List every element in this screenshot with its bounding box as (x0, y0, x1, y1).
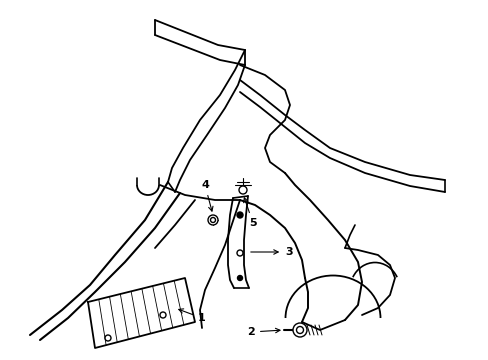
Text: 1: 1 (179, 309, 205, 323)
Circle shape (207, 215, 218, 225)
Circle shape (237, 250, 243, 256)
Circle shape (105, 335, 111, 341)
Circle shape (210, 217, 215, 222)
Circle shape (296, 327, 303, 333)
Text: 4: 4 (201, 180, 213, 211)
Text: 5: 5 (243, 198, 256, 228)
Circle shape (237, 275, 242, 280)
Text: 2: 2 (247, 327, 280, 337)
Circle shape (237, 212, 243, 218)
Circle shape (160, 312, 165, 318)
Circle shape (239, 186, 246, 194)
Circle shape (292, 323, 306, 337)
Text: 3: 3 (250, 247, 292, 257)
